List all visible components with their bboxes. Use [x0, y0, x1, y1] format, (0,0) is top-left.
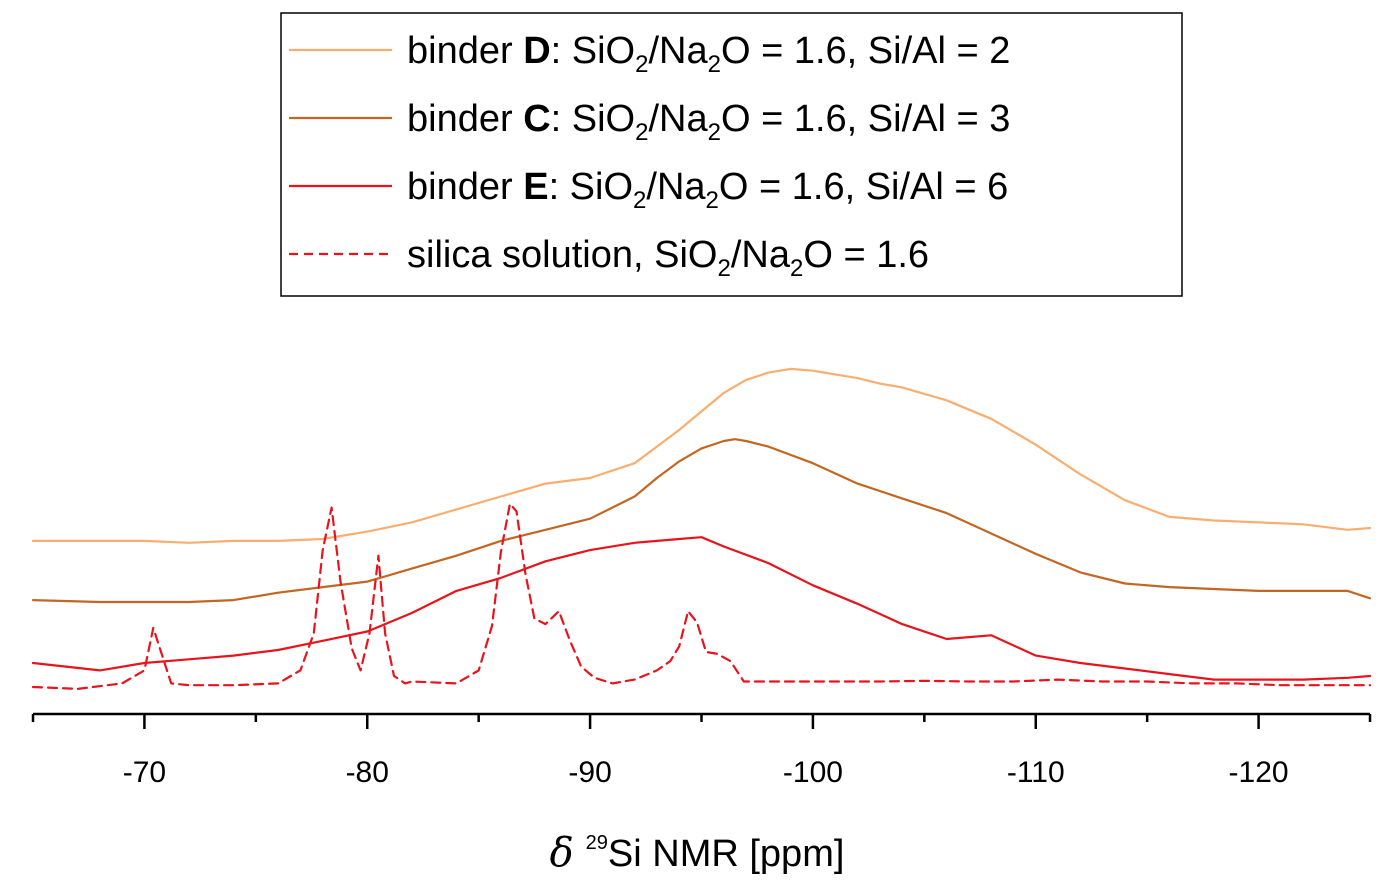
- x-tick-label: -90: [568, 756, 611, 789]
- x-axis-title: δ 29Si NMR [ppm]: [550, 830, 845, 876]
- legend-label: binder D: SiO2/Na2O = 1.6, Si/Al = 2: [407, 30, 1010, 78]
- legend-label: silica solution, SiO2/Na2O = 1.6: [407, 234, 929, 282]
- series-line-C: [31, 438, 1372, 604]
- x-tick-label: -120: [1229, 756, 1289, 789]
- x-ticks: -70 -80 -90 -100 -110 -120: [31, 714, 1372, 789]
- x-tick-label: -70: [123, 756, 166, 789]
- x-tick-label: -100: [783, 756, 843, 789]
- legend-entry-S: silica solution, SiO2/Na2O = 1.6: [289, 234, 929, 282]
- legend-entry-E: binder E: SiO2/Na2O = 1.6, Si/Al = 6: [289, 166, 1008, 214]
- legend-entry-D: binder D: SiO2/Na2O = 1.6, Si/Al = 2: [289, 30, 1010, 78]
- x-axis-isotope: 29: [586, 832, 608, 854]
- legend-box: [280, 12, 1183, 297]
- x-tick-label: -110: [1007, 756, 1065, 789]
- x-tick-label: -80: [346, 756, 389, 789]
- x-axis: -70 -80 -90 -100 -110 -120: [31, 712, 1372, 789]
- legend-entry-C: binder C: SiO2/Na2O = 1.6, Si/Al = 3: [289, 98, 1010, 146]
- legend-entries: binder D: SiO2/Na2O = 1.6, Si/Al = 2 bind…: [289, 30, 1010, 282]
- legend-label: binder C: SiO2/Na2O = 1.6, Si/Al = 3: [407, 98, 1010, 146]
- series-line-S: [31, 502, 1372, 690]
- series-line-D: [31, 367, 1372, 544]
- legend-label: binder E: SiO2/Na2O = 1.6, Si/Al = 6: [407, 166, 1008, 214]
- x-axis-label-text: Si NMR [ppm]: [608, 833, 844, 875]
- plot-area: [31, 367, 1372, 690]
- legend: binder D: SiO2/Na2O = 1.6, Si/Al = 2 bind…: [280, 12, 1183, 297]
- x-axis-symbol: δ: [550, 830, 574, 876]
- series-line-E: [31, 536, 1372, 681]
